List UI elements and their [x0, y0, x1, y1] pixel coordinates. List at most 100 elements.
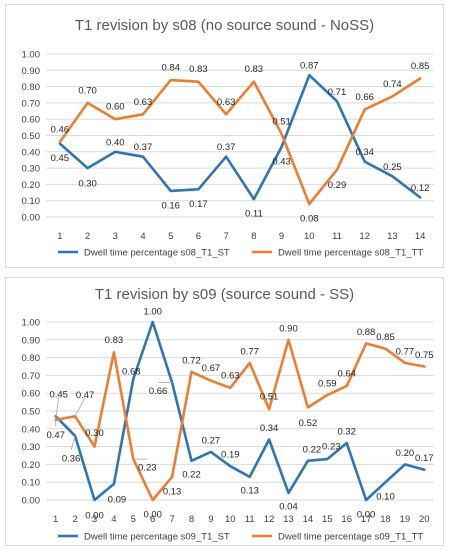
y-tick-label: 0.00	[22, 213, 41, 224]
data-label: 0.85	[376, 332, 395, 343]
x-tick-label: 15	[322, 514, 333, 525]
data-labels-2: 0.45 0.47 0.30 0.83 0.23 0.00 0.13 0.720.670.63…	[49, 323, 433, 520]
series-2	[58, 77, 422, 206]
line-chart-s08: T1 revision by s08 (no source sound - No…	[22, 17, 434, 259]
data-label: 0.13	[240, 485, 259, 496]
data-label: 0.83	[245, 64, 264, 75]
data-labels-1: 0.47 0.36 0.00 0.09 0.68 1.00 0.66 0.22 0.270.19…	[46, 307, 433, 522]
y-tick-label: 0.30	[22, 442, 41, 453]
series-line	[54, 338, 426, 502]
legend-item: Dwell time percentage s09_T1_TT	[252, 532, 423, 543]
data-label: 0.63	[221, 370, 240, 381]
data-label: 0.60	[106, 102, 125, 113]
data-label: 0.70	[78, 85, 97, 96]
y-tick-label: 0.40	[22, 147, 41, 158]
legend-item: Dwell time percentage s08_T1_ST	[58, 248, 230, 259]
data-label: 0.32	[337, 427, 356, 438]
x-tick-label: 12	[359, 231, 370, 242]
legend-item: Dwell time percentage s08_T1_TT	[252, 248, 423, 259]
data-label: 0.22	[303, 444, 322, 455]
y-axis: 0.00 0.10 0.20 0.30 0.40 0.50 0.60 0.70 0.80 0.90…	[22, 318, 41, 507]
x-tick-label: 7	[169, 514, 174, 525]
data-label: 0.22	[182, 469, 201, 480]
data-label: 0.68	[122, 366, 141, 377]
chart-title: T1 revision by s09 (source sound - SS)	[95, 286, 354, 303]
y-tick-label: 0.00	[22, 496, 41, 507]
chart-panel-s08: T1 revision by s08 (no source sound - No…	[5, 4, 444, 268]
data-label: 1.00	[143, 307, 162, 318]
gridlines	[46, 321, 434, 501]
data-label: 0.77	[240, 346, 259, 357]
data-label: 0.90	[279, 323, 298, 334]
series-1	[58, 73, 422, 201]
x-tick-label: 18	[380, 514, 391, 525]
y-tick-label: 0.40	[22, 424, 41, 435]
data-label: 0.40	[106, 137, 125, 148]
data-label: 0.17	[415, 453, 434, 464]
data-label: 0.09	[108, 494, 127, 505]
leader-line	[55, 396, 60, 420]
legend-label: Dwell time percentage s09_T1_TT	[278, 532, 423, 543]
x-tick-label: 5	[168, 231, 173, 242]
data-label: 0.36	[62, 453, 81, 464]
data-label: 0.63	[134, 97, 153, 108]
chart-title: T1 revision by s08 (no source sound - No…	[75, 17, 374, 34]
data-label: 0.45	[49, 389, 68, 400]
line-chart-s09: T1 revision by s09 (source sound - SS) 0.…	[22, 286, 434, 543]
y-tick-label: 0.60	[22, 115, 41, 126]
data-label: 0.75	[415, 350, 434, 361]
x-tick-label: 9	[208, 514, 213, 525]
x-tick-label: 11	[332, 231, 342, 242]
x-tick-label: 2	[85, 231, 90, 242]
series-1	[54, 320, 426, 502]
x-tick-label: 14	[415, 231, 426, 242]
x-tick-label: 2	[72, 514, 77, 525]
data-label: 0.77	[396, 346, 415, 357]
x-tick-label: 13	[387, 231, 398, 242]
data-label: 0.45	[51, 153, 70, 164]
data-label: 0.10	[376, 492, 395, 503]
y-tick-label: 0.80	[22, 353, 41, 364]
x-tick-label: 6	[150, 514, 155, 525]
data-label: 0.83	[189, 64, 208, 75]
data-label: 0.71	[328, 87, 347, 98]
data-label: 0.37	[217, 142, 236, 153]
data-label: 0.11	[245, 209, 263, 220]
y-tick-label: 0.60	[22, 389, 41, 400]
data-label: 0.08	[300, 213, 319, 224]
data-label: 0.12	[411, 183, 430, 194]
data-label: 0.72	[182, 355, 201, 366]
series-line	[58, 73, 422, 201]
data-label: 0.23	[322, 442, 341, 453]
x-tick-label: 3	[92, 514, 97, 525]
x-tick-label: 8	[189, 514, 194, 525]
data-label: 0.00	[357, 510, 376, 521]
data-label: 0.52	[299, 418, 318, 429]
data-label: 0.66	[355, 92, 374, 103]
x-tick-label: 20	[419, 514, 430, 525]
y-tick-label: 0.10	[22, 196, 41, 207]
series-line	[54, 320, 426, 502]
data-label: 0.17	[189, 199, 208, 210]
data-label: 0.16	[161, 200, 180, 211]
x-tick-label: 17	[361, 514, 372, 525]
data-label: 0.00	[85, 511, 104, 522]
data-label: 0.43	[272, 156, 291, 167]
x-tick-label: 6	[196, 231, 201, 242]
legend-item: Dwell time percentage s09_T1_ST	[58, 532, 230, 543]
y-tick-label: 0.70	[22, 371, 41, 382]
series-line	[58, 77, 422, 206]
y-tick-label: 0.20	[22, 180, 41, 191]
data-label: 0.30	[85, 428, 104, 439]
data-label: 0.51	[272, 116, 291, 127]
data-label: 0.29	[328, 180, 347, 191]
data-label: 0.04	[279, 501, 298, 512]
y-tick-label: 1.00	[22, 50, 41, 61]
data-labels-2: 0.46 0.70 0.60 0.63 0.84 0.83 0.63 0.83 0.51 0.08…	[51, 61, 430, 225]
x-tick-label: 13	[283, 514, 294, 525]
legend: Dwell time percentage s09_T1_ST Dwell tim…	[58, 532, 423, 543]
data-label: 0.64	[337, 369, 356, 380]
x-axis: 1 2 3 4 5 6 7 8 9 10 11 12 13 14 15 16 17 18 19 20	[53, 514, 430, 525]
data-label: 0.19	[221, 450, 240, 461]
data-label: 0.59	[318, 378, 337, 389]
